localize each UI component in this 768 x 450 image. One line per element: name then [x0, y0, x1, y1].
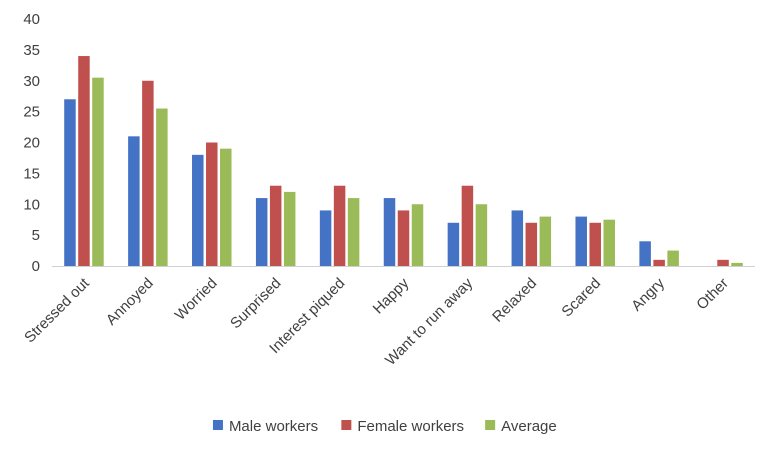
- bar-female-workers-scared: [589, 222, 601, 266]
- x-category-label: Angry: [628, 274, 668, 314]
- bar-male-workers-scared: [575, 216, 587, 266]
- legend-label: Female workers: [357, 418, 464, 435]
- bar-average-angry: [667, 250, 679, 266]
- x-category-label: Happy: [370, 274, 413, 317]
- bar-male-workers-angry: [639, 241, 651, 266]
- bar-female-workers-annoyed: [142, 80, 154, 266]
- legend-swatch: [212, 420, 223, 430]
- bar-average-surprised: [283, 191, 296, 266]
- bar-average-relaxed: [539, 216, 552, 266]
- bar-female-workers-other: [717, 259, 729, 266]
- bar-average-stressed-out: [92, 77, 104, 266]
- bar-male-workers-annoyed: [128, 136, 140, 266]
- bar-female-workers-angry: [653, 259, 665, 266]
- y-tick-label: 5: [32, 227, 40, 244]
- x-category-label: Relaxed: [489, 275, 540, 326]
- y-tick-label: 20: [23, 135, 40, 152]
- bars-group: [64, 56, 743, 267]
- y-axis-ticks: 0 5 10 15 20 25 30 35 40: [23, 11, 40, 275]
- bar-female-workers-interest-piqued: [333, 185, 346, 266]
- x-category-label: Surprised: [227, 275, 284, 332]
- x-category-label: Worried: [172, 275, 221, 324]
- y-tick-label: 0: [32, 258, 40, 275]
- bar-male-workers-interest-piqued: [319, 210, 332, 266]
- x-category-label: Annoyed: [103, 275, 157, 329]
- legend-swatch: [485, 420, 496, 430]
- x-category-label: Other: [693, 275, 732, 314]
- bar-female-workers-want-to-run-away: [461, 185, 474, 266]
- bar-male-workers-stressed-out: [64, 99, 76, 267]
- bar-average-interest-piqued: [347, 198, 360, 266]
- legend: Male workers Female workers Average: [212, 418, 557, 435]
- bar-male-workers-want-to-run-away: [447, 222, 460, 266]
- bar-male-workers-worried: [192, 154, 204, 266]
- bar-average-worried: [220, 148, 232, 266]
- legend-label: Male workers: [229, 418, 318, 435]
- bar-average-other: [731, 262, 743, 266]
- y-tick-label: 30: [23, 73, 40, 90]
- y-tick-label: 40: [23, 11, 40, 28]
- bar-average-want-to-run-away: [475, 204, 488, 266]
- bar-male-workers-happy: [383, 198, 396, 266]
- legend-swatch: [341, 420, 352, 430]
- y-tick-label: 35: [23, 42, 40, 59]
- y-tick-label: 10: [23, 196, 40, 213]
- bar-average-annoyed: [156, 108, 168, 266]
- y-tick-label: 25: [23, 104, 40, 121]
- y-tick-label: 15: [23, 165, 40, 182]
- bar-average-happy: [411, 204, 424, 266]
- bar-male-workers-relaxed: [511, 210, 524, 266]
- bar-female-workers-surprised: [269, 185, 282, 266]
- bar-female-workers-relaxed: [525, 222, 538, 266]
- bar-female-workers-worried: [206, 142, 218, 266]
- x-category-label: Stressed out: [21, 274, 93, 346]
- bar-female-workers-happy: [397, 210, 410, 266]
- legend-label: Average: [501, 418, 557, 435]
- x-category-label: Scared: [558, 275, 604, 321]
- bar-average-scared: [603, 219, 615, 266]
- bar-female-workers-stressed-out: [78, 56, 90, 266]
- category-labels: Stressed out Annoyed Worried SurprisedInter…: [21, 274, 732, 369]
- bar-male-workers-surprised: [255, 198, 268, 266]
